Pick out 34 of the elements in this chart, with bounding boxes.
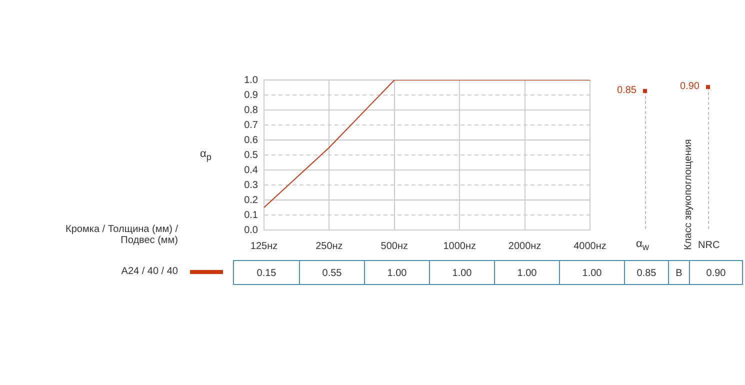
legend-label: A24 / 40 / 40 [120,266,178,277]
y-tick-label: 1.0 [244,74,258,86]
x-tick-label: 2000нz [508,240,542,252]
text: 0.90 [706,268,726,279]
text: α$_{w}$ [636,238,649,252]
text: B [668,260,690,285]
x-tick-label: 125нz [250,240,278,252]
x-tick-label: 4000нz [574,240,606,252]
data-label: 1.00 [364,260,430,285]
data-label: 1.00 [429,260,495,285]
y-tick-label: 0.0 [244,224,258,236]
x-tick-label: 1000нz [443,240,476,252]
y-tick-label: 0.4 [244,164,258,176]
text: NRC [698,240,720,251]
y-axis-title: α$_{p}$ [200,148,212,162]
text: 0.90 [680,81,700,92]
text: Класс звукопоглощения [683,139,694,250]
y-tick-label: 0.8 [244,104,258,116]
x-tick-label: 500нz [380,240,408,252]
legend-title: Кромка / Толщина (мм) / Подвес (мм) [64,224,178,246]
data-label: 0.15 [233,260,300,285]
data-label: 1.00 [559,260,625,285]
y-tick-label: 0.7 [244,120,258,131]
y-tick-label: 0.3 [244,180,258,191]
data-label: 1.00 [494,260,560,285]
y-tick-label: 0.5 [244,150,258,161]
y-tick-label: 0.2 [244,194,258,206]
data-label: 0.55 [299,260,365,285]
text: 0.85 [636,268,656,279]
text: 0.85 [617,85,636,96]
y-tick-label: 0.1 [244,210,258,221]
y-tick-label: 0.6 [244,134,258,146]
x-tick-label: 250нz [316,240,343,252]
y-tick-label: 0.9 [244,90,258,101]
